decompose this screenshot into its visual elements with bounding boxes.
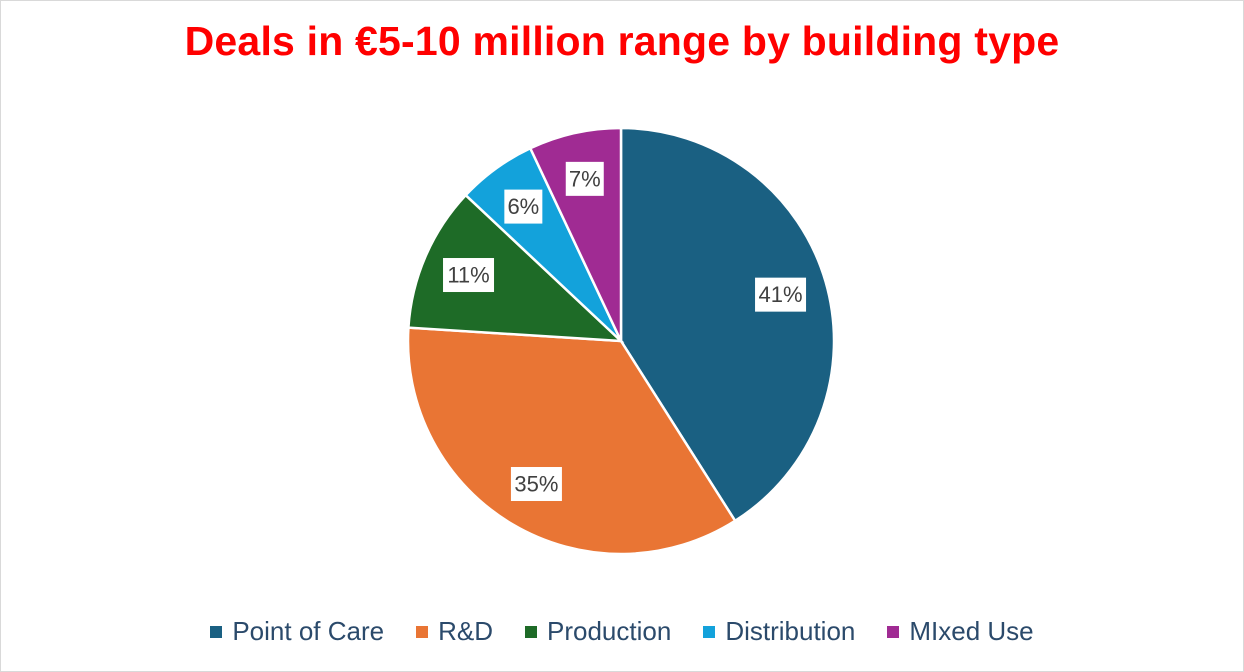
data-label-mixed-use: 7% [565, 161, 604, 196]
legend-swatch [416, 625, 429, 638]
data-label-box [504, 189, 543, 224]
data-label-text: 41% [759, 282, 803, 307]
chart-title: Deals in €5-10 million range by building… [184, 18, 1060, 64]
legend-swatch [887, 625, 900, 638]
data-label-point-of-care: 41% [755, 277, 807, 312]
data-label-box [755, 277, 807, 312]
legend-swatch [703, 625, 716, 638]
legend-item-randd: R&D [416, 616, 493, 647]
legend-label: Production [547, 616, 672, 646]
data-label-box [443, 258, 495, 293]
legend-label: MIxed Use [909, 616, 1034, 646]
data-label-production: 11% [443, 258, 495, 293]
legend-item-distribution: Distribution [703, 616, 855, 647]
data-label-box [510, 467, 562, 502]
data-label-text: 7% [569, 166, 601, 191]
data-label-box [565, 161, 604, 196]
legend-item-production: Production [525, 616, 671, 647]
pie-slice-randd [406, 326, 737, 556]
legend-item-point-of-care: Point of Care [210, 616, 384, 647]
legend-label: R&D [438, 616, 493, 646]
data-label-text: 11% [447, 263, 489, 288]
legend-label: Point of Care [232, 616, 385, 646]
legend-label: Distribution [725, 616, 856, 646]
data-label-randd: 35% [510, 467, 562, 502]
data-label-distribution: 6% [504, 189, 543, 224]
legend-swatch [210, 625, 223, 638]
legend-swatch [525, 625, 537, 638]
data-label-text: 6% [507, 194, 539, 219]
legend-item-mixed-use: MIxed Use [887, 616, 1034, 647]
chart-legend: Point of Care R&D Production Distribution MI… [0, 616, 1244, 647]
data-label-text: 35% [514, 472, 558, 497]
pie-slice-production [407, 193, 625, 343]
